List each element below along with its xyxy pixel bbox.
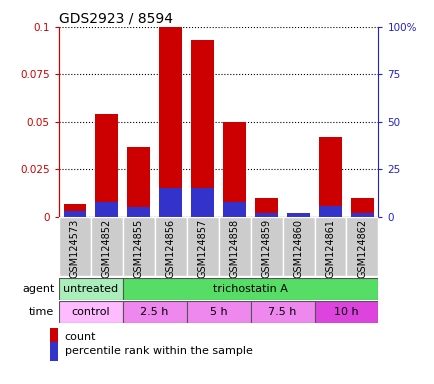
Bar xyxy=(95,202,118,217)
Bar xyxy=(50,328,58,346)
Text: 2.5 h: 2.5 h xyxy=(140,307,168,317)
Text: count: count xyxy=(65,332,96,342)
Text: 7.5 h: 7.5 h xyxy=(268,307,296,317)
Bar xyxy=(127,207,149,217)
Text: trichostatin A: trichostatin A xyxy=(213,284,287,294)
Text: GSM124856: GSM124856 xyxy=(165,219,175,278)
Bar xyxy=(59,217,91,276)
Bar xyxy=(122,301,186,323)
Bar xyxy=(50,342,58,361)
Bar xyxy=(127,147,149,217)
Bar xyxy=(159,27,181,217)
Bar xyxy=(95,114,118,217)
Bar xyxy=(314,217,345,276)
Text: percentile rank within the sample: percentile rank within the sample xyxy=(65,346,252,356)
Bar xyxy=(255,198,277,217)
Bar xyxy=(191,40,213,217)
Text: GSM124858: GSM124858 xyxy=(229,219,239,278)
Bar xyxy=(186,301,250,323)
Text: 10 h: 10 h xyxy=(333,307,358,317)
Bar xyxy=(351,213,373,217)
Bar xyxy=(63,204,85,217)
Bar xyxy=(155,217,186,276)
Bar xyxy=(223,122,245,217)
Text: control: control xyxy=(71,307,110,317)
Bar xyxy=(346,217,378,276)
Bar xyxy=(59,301,122,323)
Text: GSM124862: GSM124862 xyxy=(357,219,367,278)
Bar xyxy=(159,189,181,217)
Bar xyxy=(287,213,309,217)
Text: GSM124573: GSM124573 xyxy=(69,219,79,278)
Bar xyxy=(250,217,282,276)
Bar xyxy=(186,217,218,276)
Bar xyxy=(63,211,85,217)
Text: untreated: untreated xyxy=(63,284,118,294)
Bar xyxy=(351,198,373,217)
Bar xyxy=(282,217,314,276)
Bar xyxy=(250,301,314,323)
Bar xyxy=(223,202,245,217)
Text: GDS2923 / 8594: GDS2923 / 8594 xyxy=(59,12,172,26)
Bar xyxy=(319,137,341,217)
Bar xyxy=(218,217,250,276)
Bar xyxy=(91,217,122,276)
Text: GSM124861: GSM124861 xyxy=(325,219,335,278)
Text: GSM124859: GSM124859 xyxy=(261,219,271,278)
Text: GSM124855: GSM124855 xyxy=(133,219,143,278)
Text: GSM124857: GSM124857 xyxy=(197,219,207,278)
Bar xyxy=(255,213,277,217)
Text: 5 h: 5 h xyxy=(209,307,227,317)
Text: agent: agent xyxy=(22,284,54,294)
Bar xyxy=(287,213,309,217)
Text: GSM124860: GSM124860 xyxy=(293,219,303,278)
Bar xyxy=(191,189,213,217)
Bar xyxy=(59,278,122,300)
Bar xyxy=(319,205,341,217)
Text: time: time xyxy=(29,307,54,317)
Text: GSM124852: GSM124852 xyxy=(102,219,112,278)
Bar xyxy=(122,278,378,300)
Bar xyxy=(122,217,155,276)
Bar xyxy=(314,301,378,323)
